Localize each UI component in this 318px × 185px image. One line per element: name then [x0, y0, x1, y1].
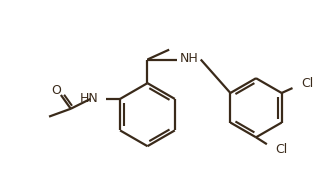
Text: NH: NH [180, 52, 198, 65]
Text: Cl: Cl [276, 143, 288, 156]
Text: HN: HN [80, 92, 98, 105]
Text: O: O [51, 84, 61, 97]
Text: Cl: Cl [301, 77, 314, 90]
